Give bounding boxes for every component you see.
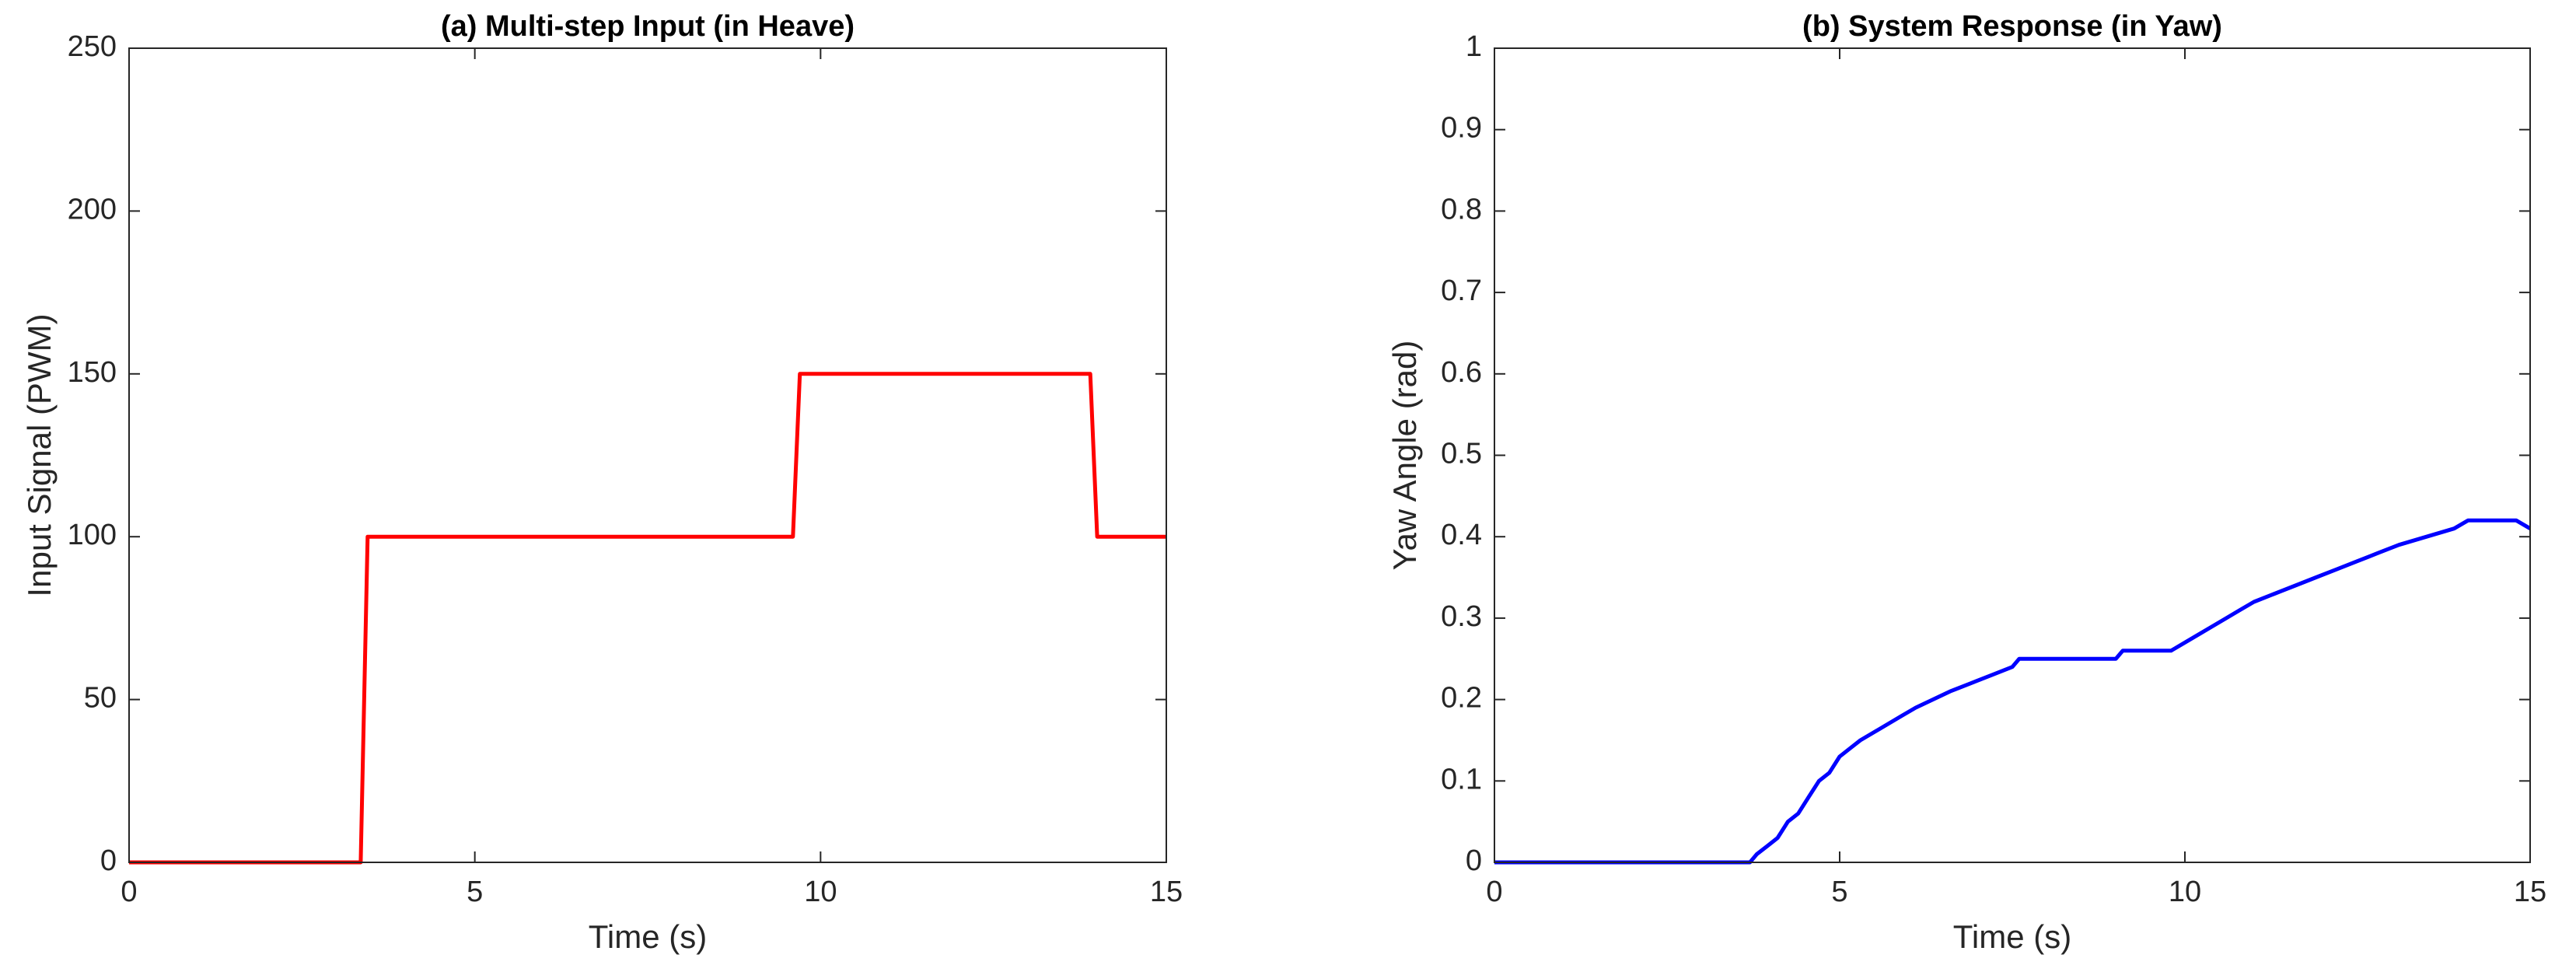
y-tick-label: 0.8 — [1441, 193, 1482, 226]
data-line — [1494, 518, 2532, 865]
y-tick-label: 0 — [100, 844, 117, 877]
plot-frame — [1494, 47, 2531, 863]
y-tick-label: 50 — [84, 682, 117, 715]
y-tick-label: 0.3 — [1441, 600, 1482, 633]
x-axis-label: Time (s) — [589, 918, 707, 955]
chart-title: (b) System Response (in Yaw) — [1802, 10, 2222, 43]
x-tick-label: 15 — [1150, 876, 1183, 908]
y-axis-label: Yaw Angle (rad) — [1386, 341, 1423, 571]
y-tick-label: 0.9 — [1441, 112, 1482, 145]
y-tick-label: 0.1 — [1441, 763, 1482, 795]
x-axis-label: Time (s) — [1953, 918, 2071, 955]
x-tick-label: 10 — [804, 876, 837, 908]
y-tick-label: 0.7 — [1441, 274, 1482, 307]
x-tick-label: 0 — [121, 876, 137, 908]
plot-frame — [128, 47, 1167, 863]
y-tick-label: 0.2 — [1441, 682, 1482, 715]
y-tick-label: 0.6 — [1441, 356, 1482, 389]
y-axis-label: Input Signal (PWM) — [21, 313, 58, 596]
x-tick-label: 15 — [2514, 876, 2546, 908]
x-tick-label: 10 — [2169, 876, 2201, 908]
chart-title: (a) Multi-step Input (in Heave) — [441, 10, 855, 43]
y-tick-label: 200 — [68, 193, 117, 226]
y-tick-label: 0.4 — [1441, 519, 1482, 551]
y-tick-label: 150 — [68, 356, 117, 389]
y-tick-label: 250 — [68, 30, 117, 63]
y-tick-label: 0 — [1466, 844, 1482, 877]
y-tick-label: 0.5 — [1441, 438, 1482, 470]
data-line — [129, 372, 1166, 865]
y-tick-label: 1 — [1466, 30, 1482, 63]
x-tick-label: 5 — [467, 876, 483, 908]
x-tick-label: 5 — [1831, 876, 1847, 908]
y-tick-label: 100 — [68, 519, 117, 551]
x-tick-label: 0 — [1486, 876, 1502, 908]
